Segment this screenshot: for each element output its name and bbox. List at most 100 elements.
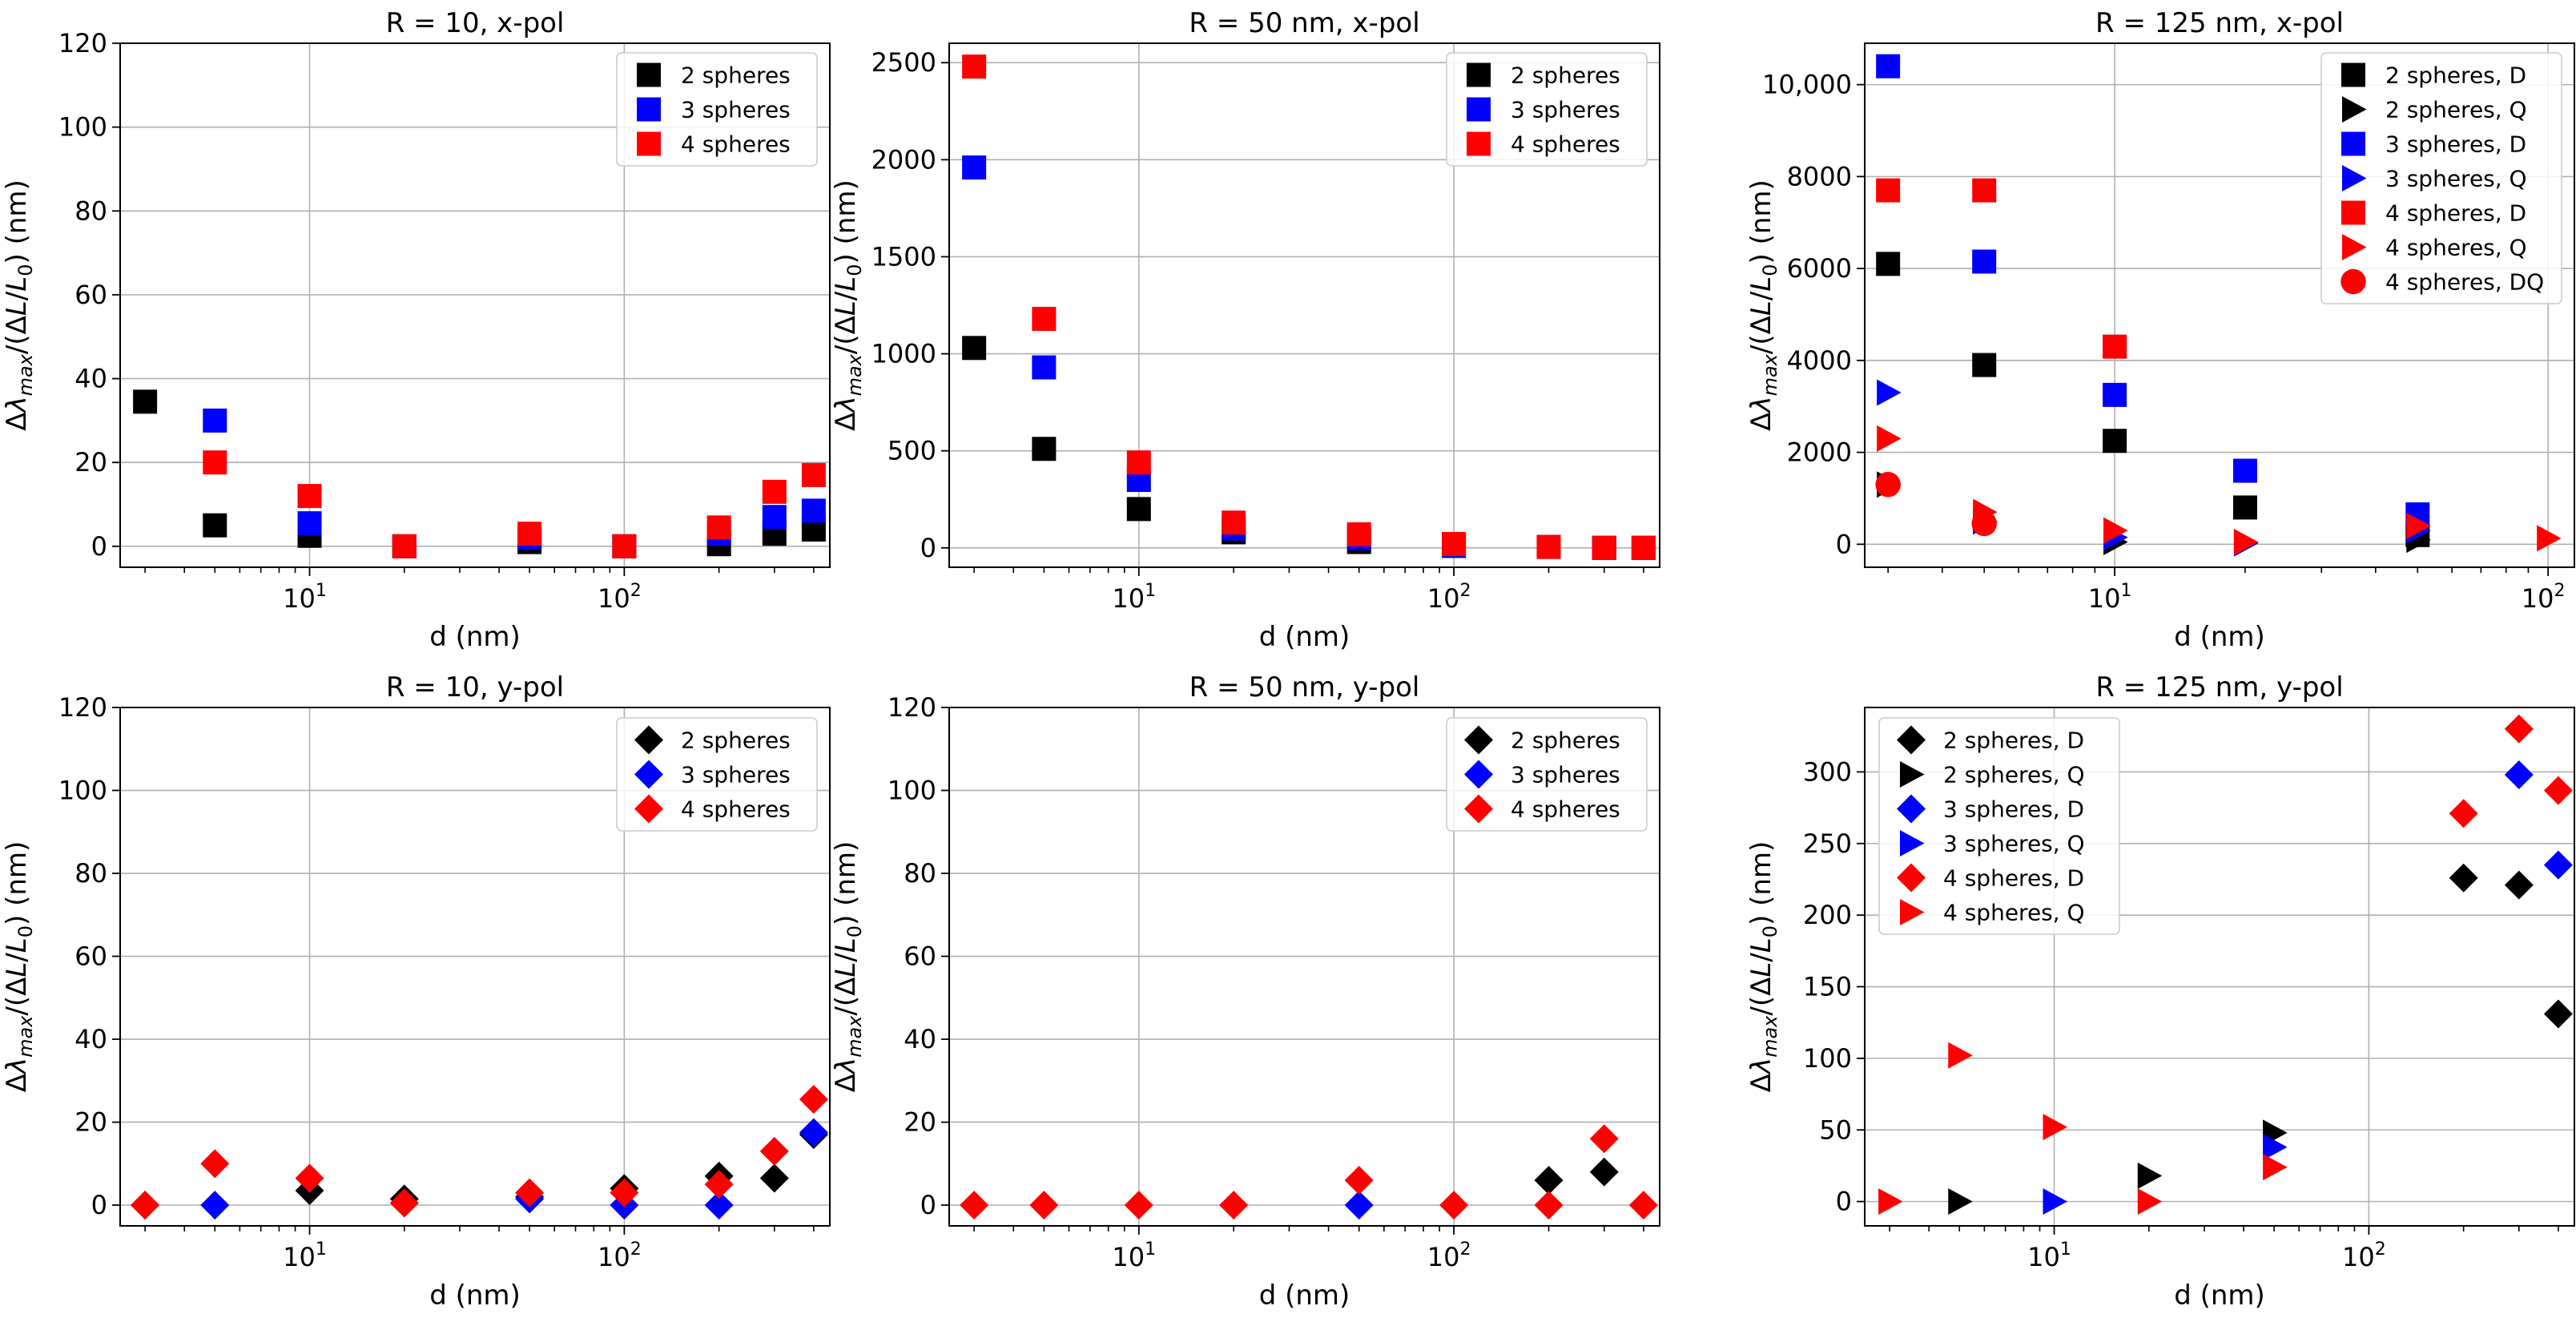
y-tick-label: 1000 (871, 339, 936, 369)
y-tick-label: 80 (74, 858, 107, 889)
data-point (1534, 1166, 1564, 1195)
y-axis-label: Δλmax/(ΔL/L0) (nm) (1, 841, 37, 1093)
legend-marker (634, 725, 663, 755)
legend-label: 3 spheres (681, 97, 791, 123)
data-point (2263, 1154, 2288, 1181)
y-axis-label: Δλmax/(ΔL/L0) (nm) (1745, 841, 1781, 1093)
data-point (1876, 178, 1901, 203)
data-point (1126, 497, 1151, 522)
series-3-markers (2504, 760, 2573, 880)
data-point (801, 498, 826, 523)
y-axis-label: Δλmax/(ΔL/L0) (nm) (1745, 179, 1781, 431)
legend-marker (1899, 899, 1925, 925)
y-tick-label: 150 (1803, 972, 1852, 1002)
data-point (704, 1170, 734, 1199)
data-point (962, 336, 987, 361)
data-point (1948, 1188, 1973, 1215)
y-tick-label: 20 (904, 1107, 936, 1138)
data-point (612, 534, 637, 558)
data-point (759, 1136, 789, 1166)
data-point (2103, 382, 2127, 407)
y-tick-label: 6000 (1787, 253, 1852, 284)
data-point (1876, 54, 1901, 79)
chart-title: R = 10, x-pol (386, 7, 565, 39)
legend-box (616, 52, 818, 167)
data-point (2504, 760, 2534, 790)
series-3-markers (203, 450, 826, 558)
legend-box (1446, 717, 1648, 832)
series-5-markers (2449, 714, 2573, 828)
legend-marker (1467, 131, 1491, 156)
data-point (203, 513, 227, 538)
data-point (1876, 252, 1901, 276)
legend-marker (634, 760, 663, 789)
y-axis-label: Δλmax/(ΔL/L0) (nm) (1, 179, 37, 431)
y-tick-label: 8000 (1787, 161, 1852, 191)
legend-label: 4 spheres, Q (1943, 900, 2085, 926)
legend-label: 3 spheres (1511, 762, 1620, 788)
data-point (1536, 534, 1561, 559)
legend-marker (2341, 268, 2366, 295)
chart-title: R = 50 nm, y-pol (1189, 671, 1420, 703)
y-tick-label: 2500 (871, 47, 936, 78)
data-point (200, 1149, 230, 1179)
y-tick-label: 2000 (1787, 437, 1852, 468)
series-3-markers (1876, 54, 2430, 527)
legend-marker (637, 131, 661, 156)
legend-marker (637, 97, 661, 122)
y-tick-label: 100 (888, 776, 936, 806)
data-point (2103, 429, 2127, 453)
data-point (2543, 776, 2573, 805)
data-point (1878, 1188, 1903, 1215)
y-tick-label: 250 (1803, 828, 1852, 859)
legend-label: 4 spheres (1511, 131, 1620, 158)
y-tick-label: 4000 (1787, 345, 1852, 376)
axes-frame (119, 707, 831, 1227)
data-point (1972, 353, 1997, 377)
x-axis-label: d (nm) (1259, 1280, 1350, 1312)
data-point (1589, 1124, 1619, 1154)
data-point (1032, 355, 1057, 380)
chart-title: R = 50 nm, x-pol (1189, 7, 1419, 39)
y-tick-label: 60 (904, 941, 936, 972)
axes-frame (1864, 707, 2575, 1227)
data-point (2232, 495, 2257, 520)
data-point (515, 1178, 545, 1207)
legend-marker (1897, 863, 1926, 893)
data-point (1344, 1191, 1374, 1220)
data-point (2263, 1134, 2288, 1161)
y-tick-label: 100 (58, 776, 107, 806)
y-tick-label: 1500 (871, 241, 936, 272)
data-point (2103, 517, 2128, 544)
x-axis-label: d (nm) (2174, 621, 2265, 653)
legend-box (616, 717, 818, 832)
series-7-markers (1875, 471, 1997, 537)
x-axis-label: d (nm) (1259, 621, 1350, 653)
data-point (610, 1178, 639, 1207)
data-point (203, 408, 227, 433)
legend-label: 3 spheres, Q (2385, 166, 2527, 192)
x-tick-label: 101 (1112, 581, 1156, 614)
legend-label: 2 spheres (1511, 62, 1620, 89)
data-point (203, 450, 227, 475)
data-point (762, 505, 787, 530)
data-point (2137, 1162, 2163, 1189)
legend-label: 2 spheres, D (2385, 62, 2526, 89)
data-point (2103, 334, 2127, 359)
legend-label: 3 spheres, D (1943, 796, 2084, 823)
legend-marker (2341, 131, 2365, 156)
y-tick-label: 20 (74, 1107, 107, 1138)
y-tick-label: 40 (74, 364, 107, 394)
data-point (960, 1191, 989, 1220)
legend-marker (2341, 200, 2365, 225)
data-point (1631, 535, 1656, 560)
chart-title: R = 125 nm, x-pol (2095, 7, 2344, 39)
legend-marker (2341, 234, 2367, 260)
legend-marker (634, 794, 663, 824)
data-point (1628, 1191, 1658, 1220)
data-point (704, 1191, 734, 1220)
data-point (2406, 512, 2431, 539)
data-point (801, 462, 826, 487)
data-point (1948, 1042, 1973, 1069)
